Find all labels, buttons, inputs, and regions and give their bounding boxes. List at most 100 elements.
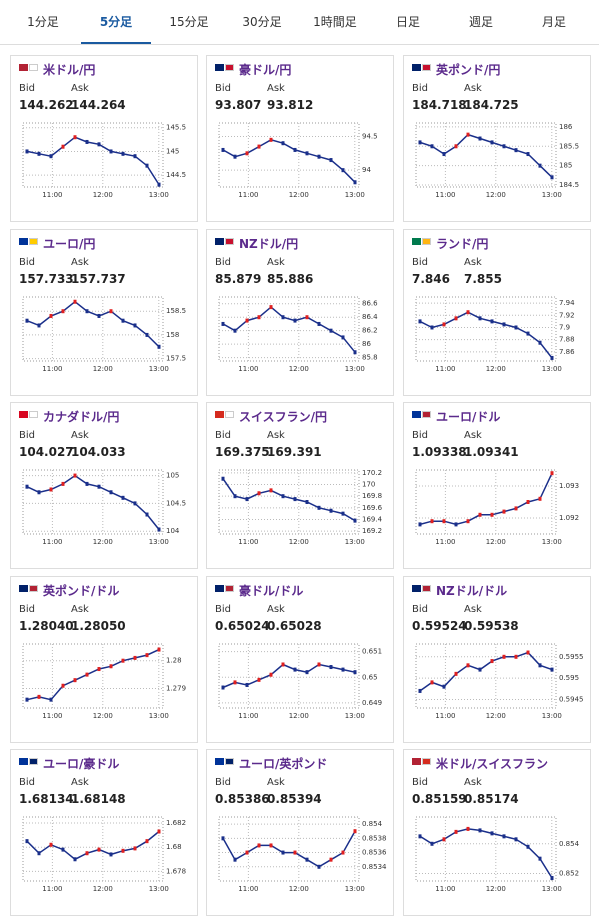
price-point	[454, 316, 458, 321]
plot-frame	[22, 296, 164, 362]
pair-title[interactable]: 米ドル/スイスフラン	[436, 757, 549, 771]
ask-value: 0.65028	[267, 619, 322, 633]
price-point	[245, 318, 249, 323]
pair-title[interactable]: NZドル/円	[239, 237, 299, 251]
price-point	[353, 180, 357, 185]
price-point	[442, 152, 446, 157]
pair-title[interactable]: 英ポンド/ドル	[43, 584, 120, 598]
price-point	[245, 151, 249, 156]
price-line	[222, 478, 356, 522]
price-point	[269, 137, 273, 142]
price-point	[73, 135, 77, 140]
pair-title[interactable]: NZドル/ドル	[436, 584, 508, 598]
pair-title[interactable]: ユーロ/英ポンド	[239, 757, 328, 771]
y-tick-label: 105	[166, 472, 179, 480]
rate-card: 英ポンド/円 Bid Ask 184.718 184.725 186 185.5 185 184…	[403, 55, 591, 222]
price-point	[430, 680, 434, 685]
tab[interactable]: 1時間足	[313, 15, 357, 29]
tab[interactable]: 15分足	[169, 15, 209, 29]
price-line	[419, 133, 553, 178]
price-point	[490, 512, 494, 517]
pair-title[interactable]: 豪ドル/ドル	[239, 584, 304, 598]
y-tick-label: 145.5	[166, 124, 186, 132]
tab[interactable]: 週足	[468, 15, 493, 29]
tab[interactable]: 月足	[541, 15, 566, 29]
price-point	[329, 665, 333, 670]
price-point	[25, 839, 29, 844]
pair-title[interactable]: スイスフラン/円	[239, 410, 328, 424]
pair-title[interactable]: 英ポンド/円	[436, 63, 501, 77]
tab[interactable]: 30分足	[242, 15, 282, 29]
price-point	[97, 847, 101, 852]
price-point	[157, 829, 161, 834]
price-point	[478, 667, 482, 672]
pair-title[interactable]: ランド/円	[436, 237, 489, 251]
pair-title[interactable]: 豪ドル/円	[239, 63, 292, 77]
mini-chart: 105 104.5 104 11:00 12:00 13:00	[22, 469, 186, 546]
price-point	[85, 481, 89, 486]
rate-card: カナダドル/円 Bid Ask 104.027 104.033 105 104.5 104 11…	[10, 402, 198, 569]
price-point	[61, 144, 65, 149]
price-point	[145, 163, 149, 168]
x-tick-label: 13:00	[542, 191, 562, 199]
flag	[422, 585, 431, 592]
price-point	[526, 500, 530, 504]
price-point	[538, 163, 542, 168]
price-point	[133, 655, 137, 660]
price-point	[145, 332, 149, 337]
x-tick-label: 11:00	[42, 885, 62, 893]
pair-title[interactable]: カナダドル/円	[43, 410, 120, 424]
mini-chart: 1.093 1.092 11:00 12:00 13:00	[415, 469, 579, 546]
flag	[225, 411, 234, 418]
bid-label: Bid	[412, 604, 428, 615]
x-tick-label: 13:00	[345, 712, 365, 720]
flag	[215, 64, 224, 71]
price-point	[317, 864, 321, 869]
pair-title[interactable]: ユーロ/豪ドル	[43, 757, 120, 771]
x-tick-label: 12:00	[289, 885, 309, 893]
price-line	[26, 830, 160, 861]
rate-card: 米ドル/スイスフラン Bid Ask 0.85159 0.85174 0.854 0.852…	[403, 749, 591, 916]
y-tick-label: 7.88	[559, 336, 575, 344]
bid-value: 85.879	[215, 272, 262, 286]
price-point	[454, 144, 458, 149]
tab[interactable]: 1分足	[27, 15, 59, 29]
price-point	[269, 488, 273, 493]
price-point	[454, 829, 458, 834]
price-point	[478, 512, 482, 517]
ask-label: Ask	[71, 604, 89, 615]
price-point	[281, 315, 285, 320]
ask-value: 0.59538	[464, 619, 519, 633]
bid-value: 0.85159	[412, 792, 467, 806]
mini-chart: 0.854 0.8538 0.8536 0.8534 11:00 12:00 13:00	[218, 816, 387, 893]
y-tick-label: 7.92	[559, 311, 575, 319]
price-point	[538, 856, 542, 861]
pair-title[interactable]: ユーロ/ドル	[436, 410, 501, 424]
price-line	[222, 830, 356, 868]
bid-value: 1.28040	[19, 619, 74, 633]
mini-chart: 86.6 86.4 86.2 86 85.8 11:00 12:00 13:00	[218, 296, 378, 373]
y-tick-label: 7.94	[559, 299, 575, 307]
price-point	[538, 663, 542, 668]
flag	[29, 411, 38, 418]
pair-title[interactable]: 米ドル/円	[43, 63, 96, 77]
plot-frame	[218, 122, 360, 188]
ask-label: Ask	[71, 83, 89, 94]
rate-card: 米ドル/円 Bid Ask 144.262 144.264 145.5 145 144.5 11…	[10, 55, 198, 222]
price-point	[490, 319, 494, 324]
tab[interactable]: 5分足	[81, 0, 151, 44]
plot-frame	[415, 469, 557, 535]
price-point	[305, 151, 309, 156]
price-point	[478, 316, 482, 321]
plot-frame	[415, 122, 557, 188]
price-point	[109, 309, 113, 314]
price-point	[317, 662, 321, 667]
price-point	[233, 328, 237, 333]
bid-label: Bid	[19, 430, 35, 441]
price-point	[466, 663, 470, 668]
pair-title[interactable]: ユーロ/円	[43, 237, 96, 251]
mini-chart: 0.651 0.65 0.649 11:00 12:00 13:00	[218, 643, 382, 720]
ask-value: 85.886	[267, 272, 314, 286]
ask-value: 104.033	[71, 445, 126, 459]
tab[interactable]: 日足	[395, 15, 420, 29]
